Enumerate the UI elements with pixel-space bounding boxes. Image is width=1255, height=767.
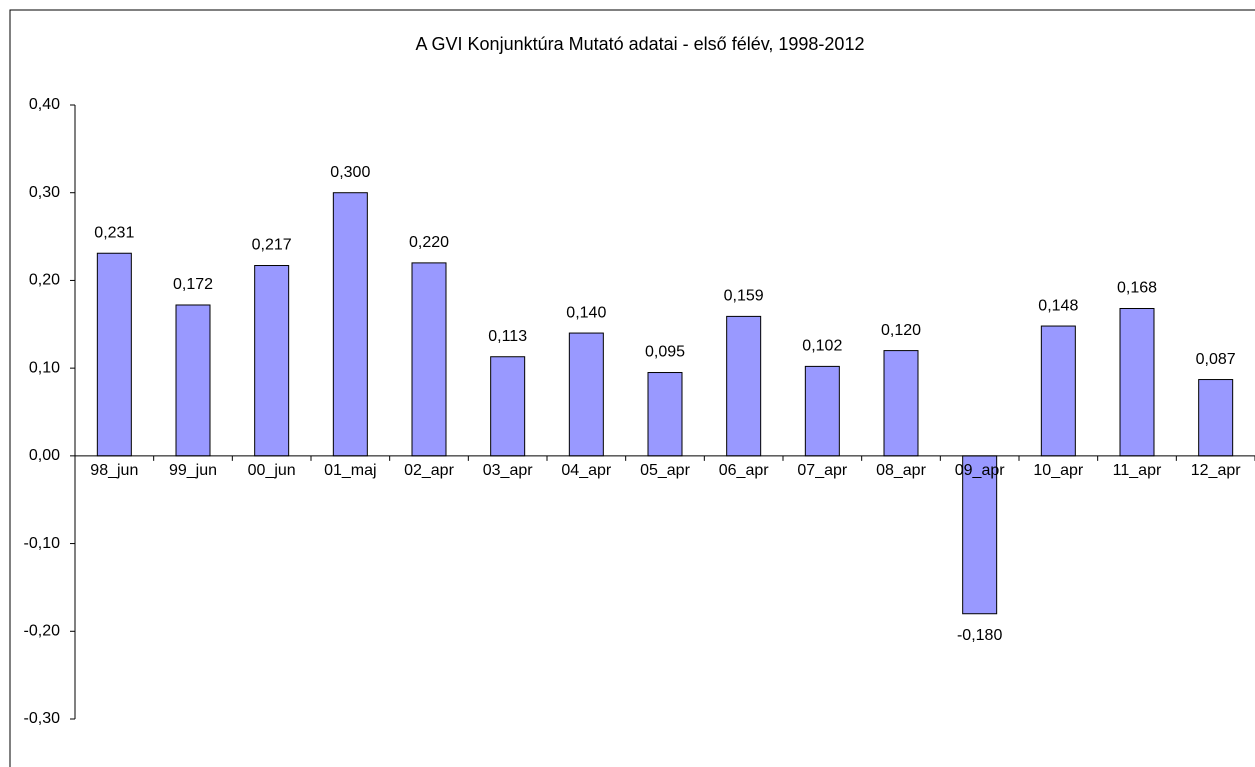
x-tick-label: 00_jun bbox=[248, 462, 296, 479]
y-tick-label: -0,10 bbox=[24, 535, 61, 552]
value-label: 0,220 bbox=[409, 234, 449, 251]
value-label: 0,120 bbox=[881, 322, 921, 339]
value-label: -0,180 bbox=[957, 627, 1002, 644]
value-label: 0,217 bbox=[252, 237, 292, 254]
x-tick-label: 07_apr bbox=[797, 462, 847, 479]
y-tick-label: -0,30 bbox=[24, 710, 61, 727]
y-tick-label: 0,30 bbox=[29, 184, 60, 201]
x-tick-label: 11_apr bbox=[1113, 462, 1162, 479]
bar bbox=[804, 365, 840, 457]
bar bbox=[1198, 379, 1234, 457]
value-label: 0,159 bbox=[724, 288, 764, 305]
value-label: 0,140 bbox=[566, 304, 606, 321]
chart-title: A GVI Konjunktúra Mutató adatai - első f… bbox=[416, 34, 865, 54]
x-tick-label: 10_apr bbox=[1033, 462, 1083, 479]
x-tick-label: 99_jun bbox=[169, 462, 217, 479]
y-tick-label: 0,40 bbox=[29, 96, 60, 113]
value-label: 0,113 bbox=[488, 328, 527, 345]
value-label: 0,087 bbox=[1196, 351, 1236, 368]
bar bbox=[411, 262, 447, 457]
bar bbox=[254, 265, 290, 457]
x-tick-label: 01_maj bbox=[324, 462, 376, 479]
bar bbox=[726, 315, 762, 457]
bar bbox=[490, 356, 526, 457]
value-label: 0,148 bbox=[1038, 297, 1078, 314]
y-tick-label: -0,20 bbox=[24, 623, 61, 640]
x-tick-label: 09_apr bbox=[955, 462, 1005, 479]
bar bbox=[883, 350, 919, 457]
bar bbox=[332, 192, 368, 457]
x-tick-label: 03_apr bbox=[483, 462, 533, 479]
value-label: 0,168 bbox=[1117, 280, 1157, 297]
value-label: 0,095 bbox=[645, 344, 685, 361]
bar bbox=[1119, 307, 1155, 457]
bar bbox=[647, 372, 683, 457]
y-tick-label: 0,20 bbox=[29, 272, 60, 289]
x-tick-label: 04_apr bbox=[561, 462, 611, 479]
y-tick-label: 0,00 bbox=[29, 447, 60, 464]
bar bbox=[568, 332, 604, 457]
y-tick-label: 0,10 bbox=[29, 359, 60, 376]
x-tick-label: 12_apr bbox=[1191, 462, 1241, 479]
value-label: 0,231 bbox=[94, 224, 134, 241]
bar bbox=[96, 252, 132, 457]
bar bbox=[175, 304, 211, 457]
value-label: 0,172 bbox=[173, 276, 213, 293]
value-label: 0,300 bbox=[330, 164, 370, 181]
bar bbox=[962, 455, 998, 615]
x-tick-label: 05_apr bbox=[640, 462, 690, 479]
x-tick-label: 06_apr bbox=[719, 462, 769, 479]
value-label: 0,102 bbox=[802, 338, 842, 355]
bar bbox=[1040, 325, 1076, 457]
x-tick-label: 98_jun bbox=[90, 462, 138, 479]
x-tick-label: 08_apr bbox=[876, 462, 926, 479]
x-tick-label: 02_apr bbox=[404, 462, 454, 479]
